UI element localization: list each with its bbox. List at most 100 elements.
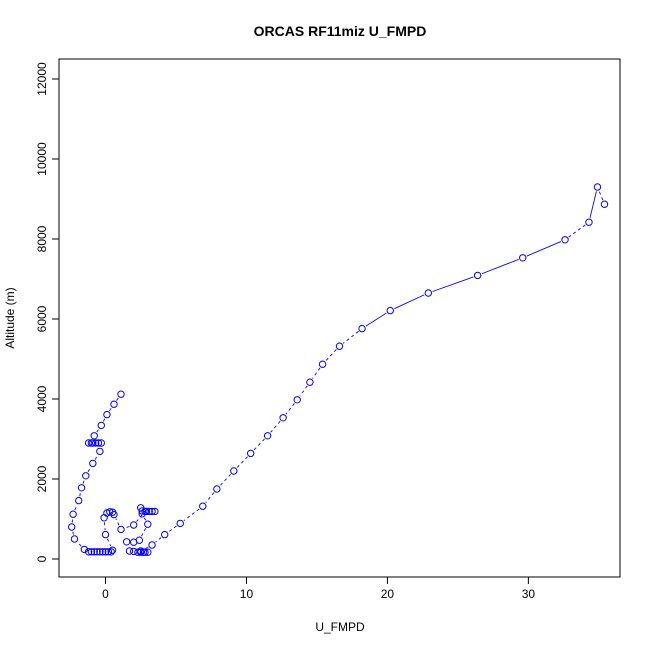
series-0-segment — [589, 191, 597, 218]
data-point — [67, 523, 76, 531]
data-point — [138, 507, 146, 515]
data-point — [96, 548, 104, 556]
series-0-segment — [598, 190, 604, 201]
series-0-segment — [168, 525, 177, 533]
data-point — [600, 200, 609, 208]
series-0-segment — [104, 522, 106, 531]
data-point — [89, 459, 97, 468]
series-0-segment — [394, 294, 425, 310]
data-point — [144, 520, 152, 528]
data-point — [213, 485, 221, 493]
series-0-segment — [155, 537, 162, 543]
series-0-segment — [270, 420, 281, 433]
data-point — [91, 439, 100, 447]
data-point — [561, 236, 569, 244]
y-tick-label-2: 4000 — [35, 385, 49, 412]
data-point — [80, 545, 89, 554]
data-point — [141, 507, 149, 516]
data-point — [108, 546, 117, 554]
data-point — [148, 541, 156, 549]
series-0-segment — [325, 349, 337, 362]
data-point — [107, 548, 115, 556]
series-0-segment — [481, 259, 519, 275]
data-point — [101, 548, 110, 556]
x-axis-label: U_FMPD — [315, 620, 365, 634]
data-point — [246, 449, 255, 458]
data-point — [93, 548, 101, 556]
data-point — [87, 439, 96, 447]
data-point — [144, 548, 152, 556]
series-0-segment — [115, 518, 120, 526]
series-0-segment — [125, 526, 130, 529]
x-tick-label-1: 10 — [240, 587, 254, 601]
series-layer — [67, 183, 609, 556]
data-point — [70, 535, 79, 543]
data-point — [424, 289, 433, 297]
y-tick-label-0: 0 — [35, 555, 49, 562]
data-point — [134, 548, 142, 556]
series-0-segment — [72, 531, 74, 535]
x-axis: 0 10 20 30 — [102, 576, 536, 601]
data-point — [519, 254, 527, 262]
data-point — [593, 183, 602, 191]
data-point — [318, 360, 327, 368]
data-point — [90, 548, 98, 556]
data-point — [104, 548, 113, 556]
data-point — [161, 530, 169, 539]
data-point — [108, 508, 117, 516]
data-point — [135, 536, 144, 544]
x-tick-label-0: 0 — [102, 587, 109, 601]
series-0-segment — [253, 438, 265, 451]
y-tick-label-4: 8000 — [35, 225, 49, 252]
data-point — [103, 410, 111, 419]
data-point — [122, 538, 131, 546]
series-0-segment — [299, 385, 308, 397]
data-point — [97, 439, 105, 447]
series-0-segment — [285, 403, 295, 415]
series-0-segment — [116, 397, 119, 401]
data-point — [335, 342, 344, 350]
y-tick-label-6: 12000 — [35, 62, 49, 96]
x-tick-label-3: 30 — [522, 587, 536, 601]
data-point — [279, 414, 287, 422]
x-tick-label-2: 20 — [381, 587, 395, 601]
data-point — [199, 502, 207, 510]
data-point — [386, 306, 394, 315]
series-0-segment — [365, 312, 387, 327]
series-0-segment — [143, 517, 147, 521]
series-0-segment — [77, 541, 82, 547]
data-point — [94, 439, 103, 447]
series-0-segment — [82, 479, 85, 484]
y-tick-label-5: 10000 — [35, 142, 49, 176]
series-0-segment — [219, 473, 232, 487]
series-0-segment — [102, 418, 106, 422]
series-0-segment — [144, 546, 149, 550]
y-axis-label: Altitude (m) — [3, 287, 17, 348]
data-point — [130, 521, 138, 529]
data-point — [97, 421, 105, 430]
data-point — [84, 548, 93, 556]
series-0-segment — [96, 428, 100, 433]
series-0-segment — [312, 367, 321, 379]
data-point — [100, 514, 108, 522]
data-point — [75, 496, 83, 505]
data-point — [148, 507, 156, 516]
series-0-segment — [106, 538, 112, 547]
data-point — [145, 507, 153, 516]
series-0-segment — [236, 456, 248, 469]
data-point — [125, 547, 134, 555]
data-point — [69, 510, 77, 518]
data-point — [176, 519, 184, 528]
y-tick-label-1: 2000 — [35, 465, 49, 492]
data-point — [117, 390, 125, 398]
series-0-segment — [136, 514, 143, 522]
data-point — [110, 400, 118, 408]
data-point — [151, 507, 159, 516]
data-point — [130, 547, 138, 556]
series-0-segment — [87, 467, 91, 473]
data-point — [98, 548, 107, 556]
data-point — [585, 218, 593, 226]
data-point — [96, 447, 104, 456]
